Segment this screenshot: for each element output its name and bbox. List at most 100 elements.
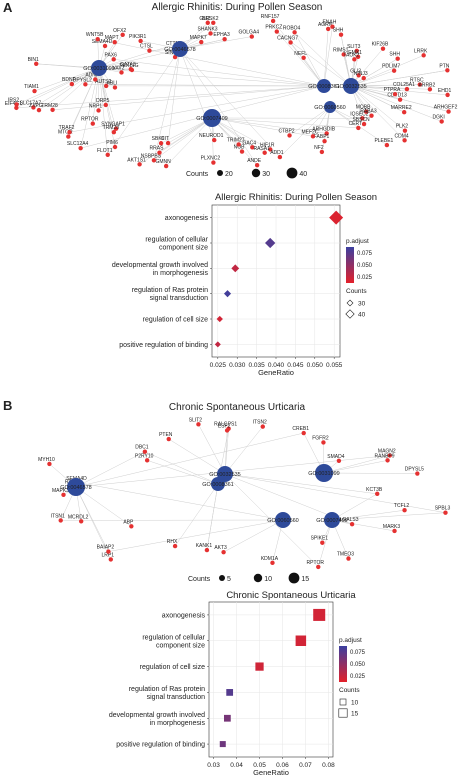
network-edge: [295, 32, 324, 86]
counts-legend-value: 15: [301, 576, 309, 583]
gene-label: MARRE2: [391, 105, 412, 111]
gene-label: KCT3B: [366, 487, 383, 493]
gene-label: MYH10: [38, 457, 55, 463]
network-edge: [114, 59, 324, 86]
category-label: developmental growth involved: [112, 262, 208, 269]
category-label: axonogenesis: [162, 612, 206, 619]
go-term-label: GO:0060560: [267, 518, 299, 524]
network-edge: [147, 460, 218, 484]
network-edge: [324, 27, 332, 86]
counts-legend: Counts 20 30 40: [186, 168, 307, 179]
network-edge: [212, 118, 358, 128]
gene-label: SHH: [333, 28, 344, 34]
gene-label: FGFR2: [312, 435, 329, 441]
gene-label: TMEO3: [337, 552, 354, 558]
network-a: ARHGEF2CDTD13MOBB MARRE2RABA3DGKIIQSEC2SB…: [5, 14, 458, 178]
counts-legend-value: 40: [299, 171, 307, 178]
counts-legend-title: Counts: [186, 171, 209, 178]
gene-label: CDM4: [395, 133, 409, 139]
gene-label: MCRDL2: [68, 514, 89, 520]
gene-label: RPTOR: [81, 117, 99, 123]
data-point: [313, 609, 325, 621]
network-edge: [207, 484, 218, 550]
color-legend-tick: 0.025: [350, 674, 366, 680]
gene-label: ESF2: [218, 423, 231, 429]
gene-label: IRS2: [8, 97, 19, 103]
x-tick-label: 0.03: [207, 762, 220, 769]
category-label: axonogenesis: [165, 215, 209, 222]
gene-label: GMNN: [156, 159, 172, 165]
gene-label: ABP: [123, 519, 134, 525]
category-label: regulation of cell size: [140, 664, 205, 671]
network-edge: [16, 86, 324, 108]
network-edge: [198, 424, 225, 474]
x-axis-label: GeneRatio: [258, 368, 294, 377]
network-edge: [180, 49, 257, 165]
gene-label: TAOK2: [343, 52, 359, 58]
network-edge: [324, 29, 328, 86]
gene-label: BIN1: [28, 57, 39, 63]
gene-label: FLOT1: [97, 148, 113, 154]
gene-label: PLK2: [396, 124, 408, 130]
color-legend-bar: [339, 646, 347, 682]
size-legend-title: Counts: [339, 687, 360, 694]
gene-label: PLEBE1: [374, 138, 393, 144]
go-term-label: GO:0060560: [314, 105, 346, 111]
category-label: positive regulation of binding: [119, 342, 208, 349]
gene-label: RASA1: [253, 146, 270, 152]
counts-legend: Counts 5 10 15: [188, 573, 309, 584]
gene-label: MAPK7: [190, 35, 207, 41]
network-b: SPBL3 TCFL2 MARK3 LGALS3 TMEO3 SPIKE1 RPTOR KDM…: [38, 417, 450, 583]
size-legend-value: 40: [358, 312, 366, 319]
size-legend-marker: [346, 310, 354, 318]
gene-label: AKT3: [214, 545, 227, 551]
color-legend-tick: 0.050: [357, 263, 373, 269]
category-label: component size: [156, 642, 205, 649]
gene-label: ITSN2: [253, 420, 267, 426]
x-tick-label: 0.08: [322, 762, 335, 769]
go-term-label: GO:0032535: [335, 84, 367, 90]
gene-label: NINJ3: [354, 71, 368, 77]
color-legend-bar: [346, 247, 354, 283]
size-legend-value: 10: [351, 700, 359, 707]
gene-label: ADD1: [270, 150, 284, 156]
gene-label: SHH: [389, 52, 400, 58]
category-label: signal transduction: [147, 694, 205, 701]
gene-label: LRRK: [414, 48, 428, 54]
gene-label: DRP5: [96, 98, 110, 104]
gene-label: BAIAP2: [97, 545, 115, 551]
gene-label: TRM28: [41, 103, 58, 109]
network-edge: [76, 433, 304, 487]
gene-label: MARK3: [383, 524, 400, 530]
gene-label: NRP1: [89, 103, 103, 109]
gene-label: CTSL: [140, 44, 153, 50]
gene-label: DPYSL5: [405, 467, 424, 473]
category-label: regulation of cellular: [145, 237, 208, 244]
gene-label: PRKCZ: [265, 25, 282, 31]
go-term-label: GO:0046578: [164, 47, 196, 53]
gene-label: KIF26B: [372, 42, 389, 48]
gene-label: TRIM27: [227, 137, 245, 143]
category-label: positive regulation of binding: [116, 742, 205, 749]
x-tick-label: 0.050: [307, 362, 324, 369]
category-label: developmental growth involved: [109, 712, 205, 719]
gene-label: TRAF2: [59, 125, 75, 131]
counts-legend-dot: [287, 168, 298, 179]
size-legend-value: 15: [351, 711, 359, 718]
size-legend-marker: [340, 699, 346, 705]
gene-label: RANBP9: [375, 453, 395, 459]
category-label: in morphogenesis: [153, 270, 209, 277]
gene-label: ENAH: [322, 20, 336, 26]
color-legend-tick: 0.075: [350, 650, 366, 656]
go-term-label: GO:0007409: [196, 116, 228, 122]
color-legend-title: p.adjust: [339, 637, 362, 644]
size-legend-marker: [347, 300, 353, 306]
gene-label: DBC1: [135, 445, 149, 451]
counts-legend-value: 10: [264, 576, 272, 583]
x-tick-label: 0.025: [210, 362, 227, 369]
dotplot-a: Allergic Rhinitis: During Pollen Seasona…: [112, 192, 377, 377]
network-edge: [175, 484, 218, 546]
gene-label: WNT5B: [86, 32, 104, 38]
network-edge: [225, 474, 377, 494]
